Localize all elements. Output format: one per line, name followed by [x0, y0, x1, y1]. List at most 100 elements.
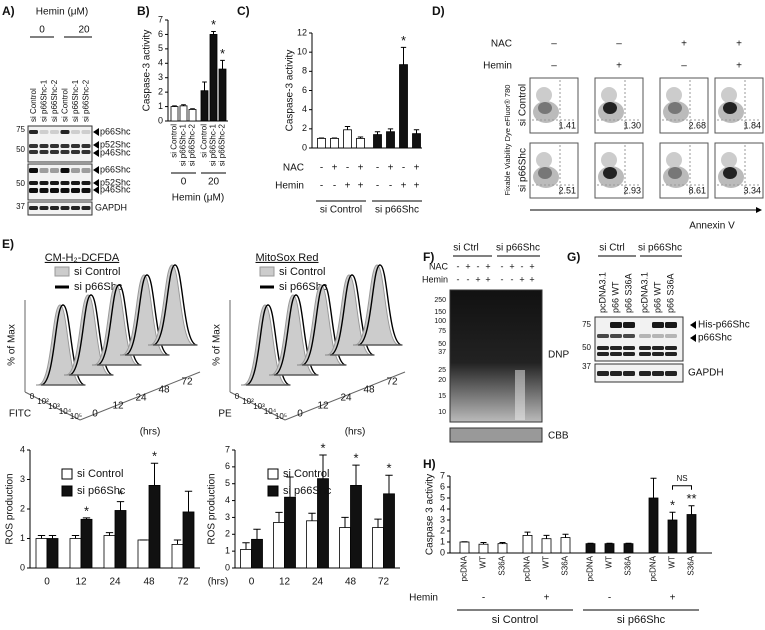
blot-band [597, 352, 609, 356]
blot-band [81, 130, 91, 134]
row-label: Hemin [422, 274, 448, 284]
y-tick-label: 6 [302, 85, 307, 95]
y-tick-label: 6 [440, 481, 445, 491]
lane-label: pcDNA3.1 [597, 272, 607, 313]
hemin-sign: + [529, 274, 534, 284]
x-axis-label: PE [218, 409, 232, 420]
x-tick-label: 48 [143, 577, 155, 588]
blot-band [665, 371, 677, 376]
hemin-sign: - [389, 181, 392, 192]
blot-band [29, 181, 38, 185]
blot-band [29, 144, 38, 148]
blot-band [639, 346, 651, 350]
blot-band [39, 206, 49, 210]
error-bar [173, 539, 182, 545]
mw-marker: 75 [16, 125, 25, 134]
hemin-sign: + [485, 274, 490, 284]
bar [284, 496, 296, 569]
lane-label: p66 S36A [623, 273, 633, 313]
hemin-sign: - [333, 181, 336, 192]
arrowhead [93, 141, 99, 149]
y-tick-label: 4 [20, 444, 25, 454]
y-tick-label: 0 [225, 562, 230, 572]
cell-cloud [536, 87, 552, 103]
arrowhead [93, 166, 99, 174]
error-bar [341, 516, 349, 528]
error-bar [499, 542, 506, 544]
bar [170, 106, 179, 122]
bar [383, 493, 395, 569]
band-label: His-p66Shc [698, 320, 750, 331]
blot-band [623, 334, 635, 338]
y-tick-label: 2 [440, 525, 445, 535]
hemin-sign: + [414, 181, 420, 192]
mw-marker: 20 [438, 377, 446, 384]
hemin-sign: + [670, 593, 676, 604]
hemin-sign: - [467, 274, 470, 284]
bar [478, 543, 489, 554]
x-tick-label: si p66Shc-1 [209, 123, 218, 166]
time-label: 72 [181, 377, 193, 388]
hemin-sign: + [616, 61, 622, 72]
time-label: 0 [92, 409, 98, 420]
blot-band [50, 144, 59, 148]
y-tick-label: 3 [158, 72, 163, 82]
dose-label: 0 [39, 25, 45, 36]
blot-band [610, 322, 622, 328]
bracket-label: NS [676, 474, 687, 483]
hemin-sign: - [457, 274, 460, 284]
error-bar [105, 532, 114, 536]
mw-marker: 50 [16, 145, 25, 154]
legend-swatch [259, 266, 275, 277]
lane-label: si p66Shc-1 [71, 79, 80, 122]
blot-band [71, 130, 80, 134]
error-bar [413, 129, 420, 134]
time-label: 0 [297, 409, 303, 420]
hemin-sign: + [345, 181, 351, 192]
y-tick-label: 0 [440, 547, 445, 557]
hemin-sign: + [544, 593, 550, 604]
blot-band [597, 346, 609, 350]
error-bar [543, 534, 550, 539]
x-axis-label: FITC [9, 409, 31, 420]
y-tick-label: 2 [20, 503, 25, 513]
time-label: 24 [135, 393, 147, 404]
smear [515, 370, 525, 420]
group-label: 20 [208, 177, 220, 188]
blot-band [81, 188, 91, 193]
percent-label: 1.41 [558, 120, 576, 130]
blot [27, 201, 93, 216]
error-bar [190, 108, 195, 110]
legend-label: si Control [74, 266, 120, 278]
significance: * [353, 451, 358, 466]
panel-label: H) [423, 457, 436, 471]
percent-label: 2.68 [688, 120, 706, 130]
nac-sign: + [414, 163, 420, 174]
band-label: p66Shc [100, 164, 131, 174]
band-label: p66Shc [100, 126, 131, 136]
mw-marker: 37 [16, 202, 25, 211]
bar [179, 105, 188, 122]
bar [69, 538, 82, 569]
blot-band [50, 206, 59, 210]
x-tick-label: pcDNA [649, 555, 658, 581]
bar [148, 484, 161, 569]
x-tick-label: pcDNA [460, 555, 469, 581]
y-tick-label: 4 [440, 503, 445, 513]
error-bar [319, 454, 327, 479]
blot-band [81, 144, 91, 148]
time-label: 12 [317, 401, 329, 412]
legend-label: si Control [279, 266, 325, 278]
cell-core [668, 102, 682, 114]
bar [306, 520, 318, 569]
legend-label: si p66Shc [279, 281, 328, 293]
y-tick-label: 7 [158, 14, 163, 24]
y-tick-label: 7 [440, 470, 445, 480]
y-tick-label: 6 [225, 461, 230, 471]
significance: ** [686, 491, 696, 506]
hemin-sign: + [475, 274, 480, 284]
y-axis-label: Fixable Viability Dye eFluor® 780 [503, 85, 512, 196]
mw-marker: 50 [582, 343, 591, 352]
x-tick-label: S36A [624, 555, 633, 575]
